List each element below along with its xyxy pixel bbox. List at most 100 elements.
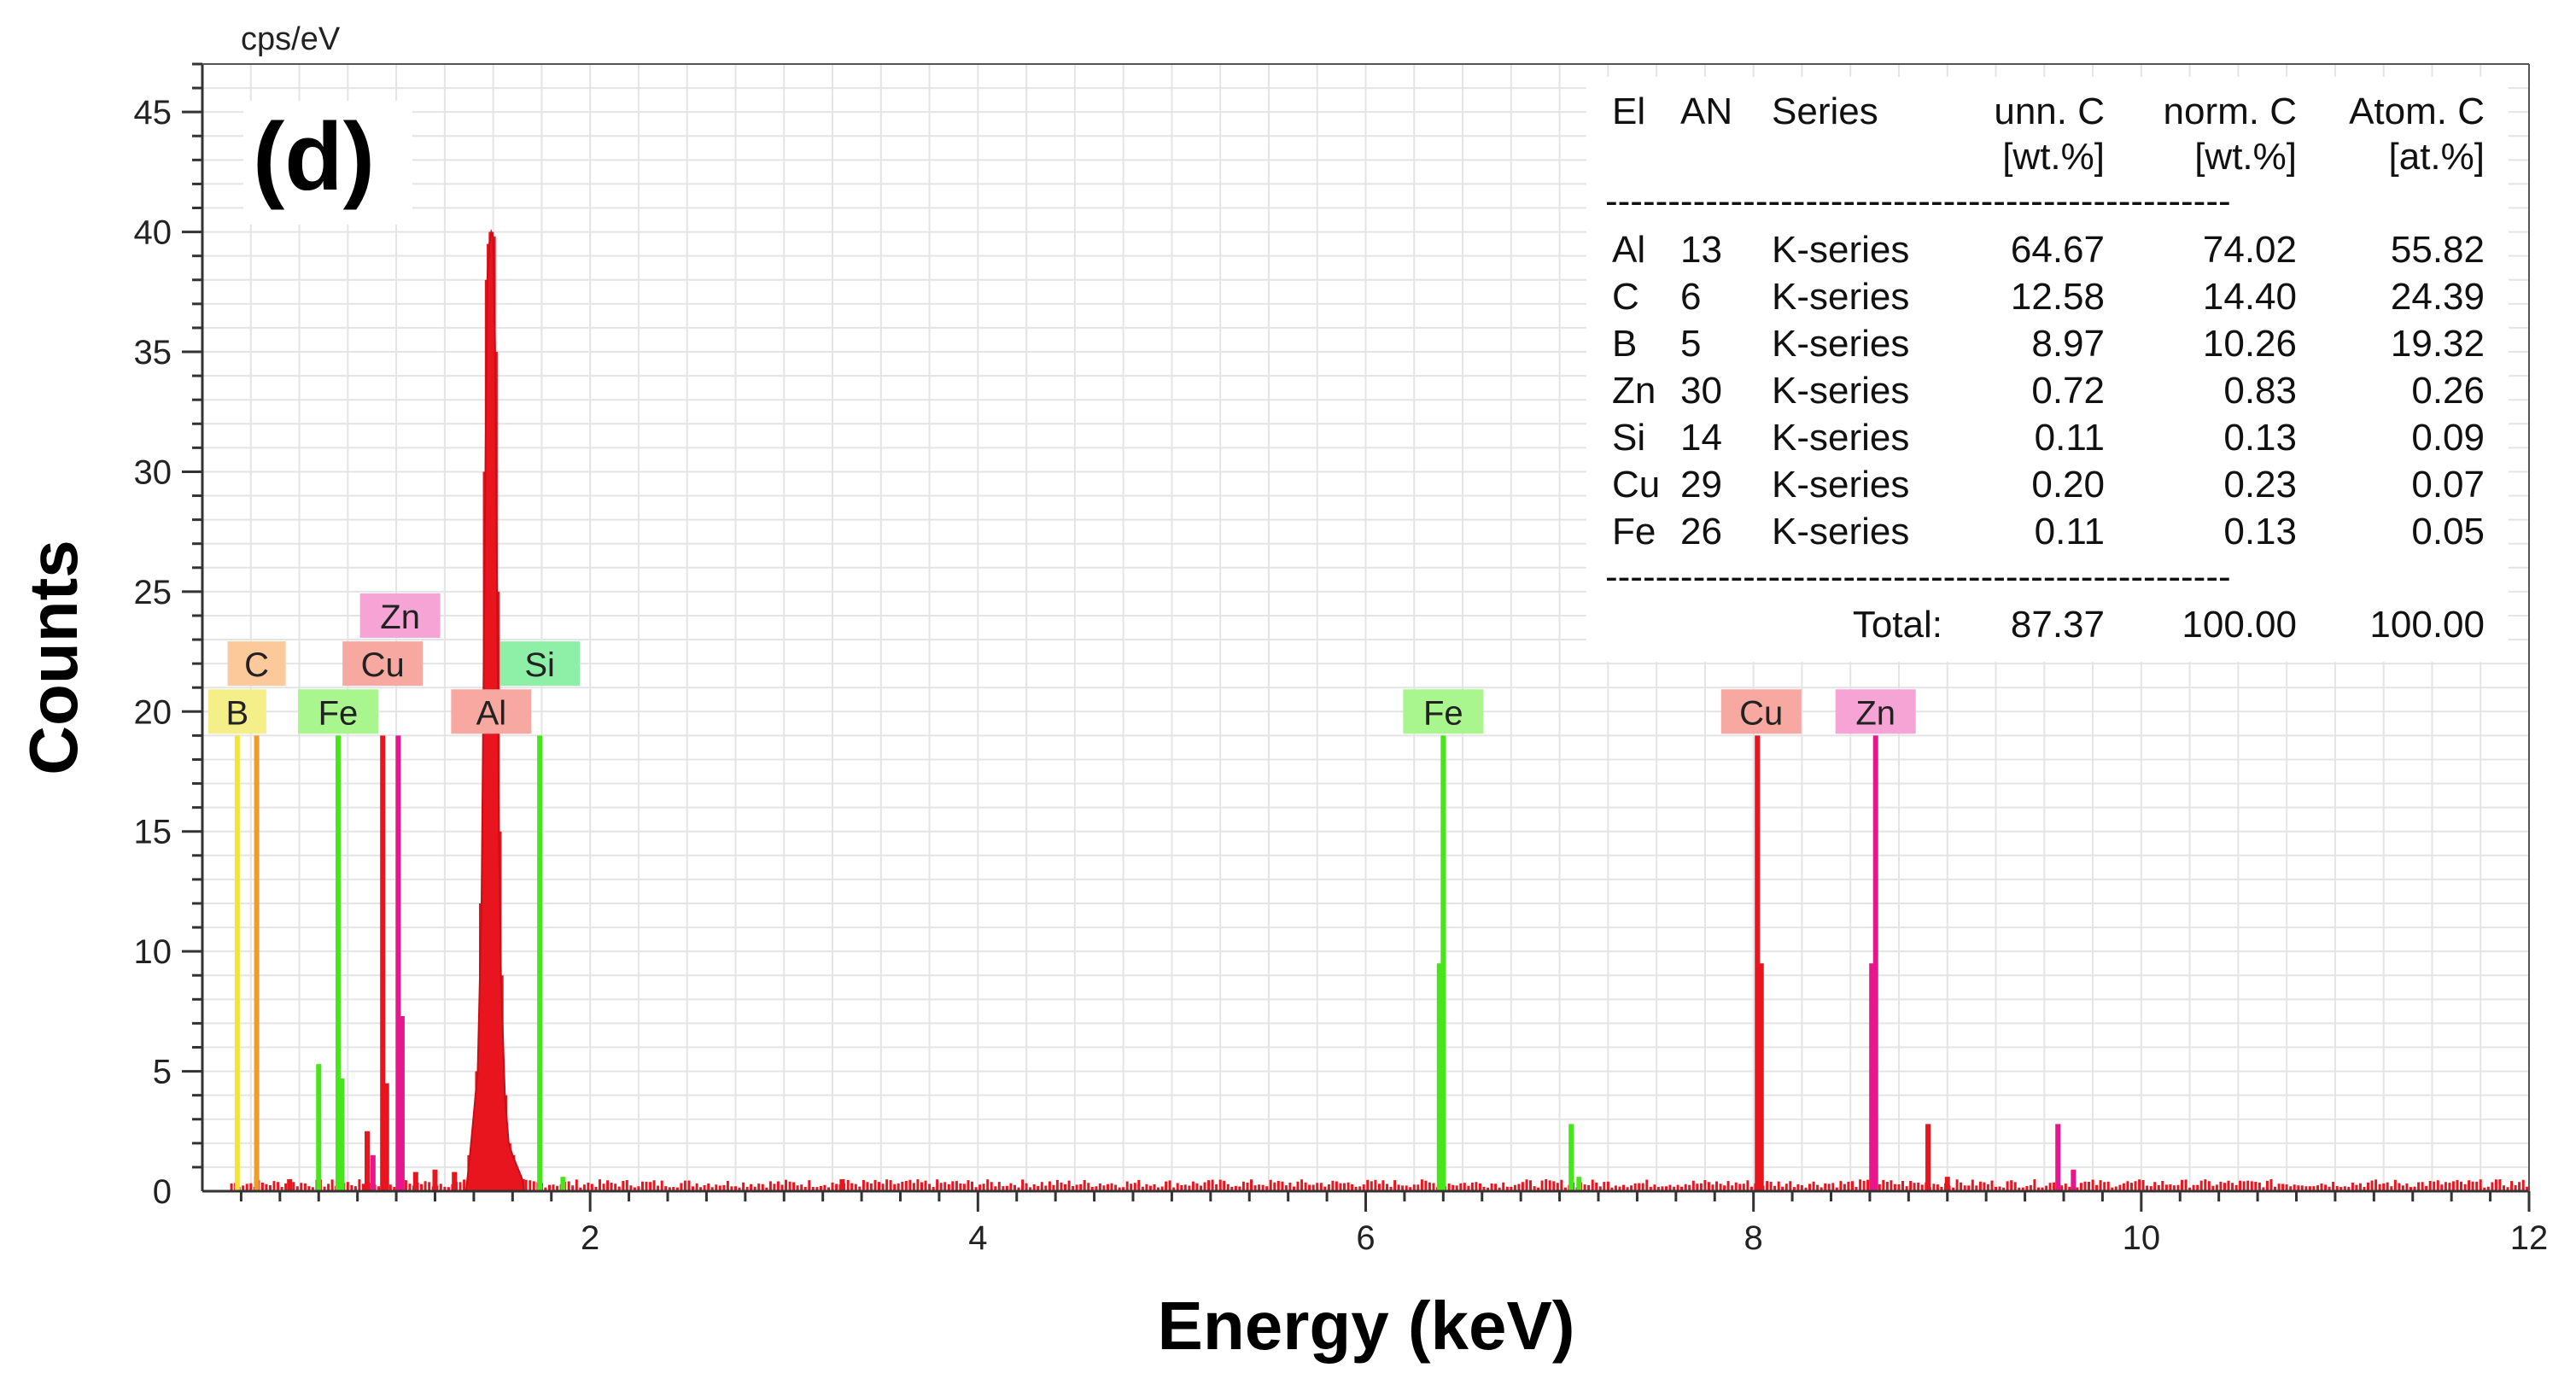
peak-label: Zn <box>359 593 441 638</box>
peak-bar <box>452 1172 458 1191</box>
peak-label-text: Cu <box>1739 694 1783 732</box>
table-cell: [wt.%] <box>2002 136 2105 178</box>
table-cell: 0.26 <box>2411 370 2485 412</box>
table-cell: 0.09 <box>2411 417 2485 459</box>
peak-label-text: Zn <box>1855 694 1895 732</box>
peak-bar <box>1568 1124 1574 1191</box>
peak-label-text: C <box>244 646 269 684</box>
peak-bar <box>339 1078 345 1191</box>
table-cell: 13 <box>1680 229 1722 271</box>
table-cell: 24.39 <box>2391 276 2485 318</box>
peak-label-text: Al <box>476 694 507 732</box>
table-cell: 55.82 <box>2391 229 2485 271</box>
table-cell: [at.%] <box>2389 136 2485 178</box>
peak-label-box <box>499 641 581 687</box>
x-tick-label: 10 <box>2123 1219 2161 1257</box>
table-separator: ----------------------------------------… <box>1605 180 2231 222</box>
y-tick-label: 10 <box>134 933 172 971</box>
y-tick-label: 45 <box>134 94 172 132</box>
peak-label-box <box>227 641 286 687</box>
table-cell: Zn <box>1612 370 1656 412</box>
table-cell: 26 <box>1680 511 1722 552</box>
peak-label-text: Fe <box>318 694 359 732</box>
peak-label: Si <box>499 641 581 687</box>
table-cell: 0.13 <box>2223 417 2297 459</box>
table-cell: [wt.%] <box>2194 136 2297 178</box>
peak-bar <box>370 1154 376 1191</box>
table-cell: 14.40 <box>2203 276 2297 318</box>
peak-bar <box>234 735 240 1191</box>
y-tick-label: 20 <box>134 693 172 731</box>
table-total-label: Total: <box>1853 604 1942 646</box>
table-cell: El <box>1612 91 1645 132</box>
table-cell: 64.67 <box>2011 229 2105 271</box>
peak-bar <box>537 735 543 1191</box>
table-cell: B <box>1612 323 1637 365</box>
table-cell: K-series <box>1772 370 1909 412</box>
table-cell: Si <box>1612 417 1645 459</box>
peak-bar <box>1869 963 1875 1191</box>
peak-label-box <box>207 689 266 734</box>
x-tick-label: 6 <box>1356 1219 1375 1257</box>
peak-bar <box>839 1178 845 1191</box>
y-tick-label: 15 <box>134 814 172 851</box>
peak-label: Cu <box>1720 689 1802 734</box>
table-row: B 5 K-series 8.97 10.26 19.32 <box>1612 323 2485 365</box>
peak-label: C <box>227 641 286 687</box>
peak-bar <box>560 1177 566 1191</box>
table-cell: C <box>1612 276 1639 318</box>
table-cell: 0.11 <box>2035 417 2105 459</box>
peak-label: Fe <box>1403 689 1484 734</box>
table-cell: 0.13 <box>2223 511 2297 552</box>
peak-bar <box>316 1064 322 1191</box>
table-cell: Atom. C <box>2349 91 2485 132</box>
table-cell: K-series <box>1772 417 1909 459</box>
table-row: Fe 26 K-series 0.11 0.13 0.05 <box>1612 511 2485 552</box>
y-tick-label: 30 <box>134 453 172 491</box>
table-cell: K-series <box>1772 511 1909 552</box>
table-total-value: 100.00 <box>2182 604 2297 646</box>
table-cell: 0.20 <box>2031 464 2105 506</box>
y-tick-label: 25 <box>134 574 172 611</box>
table-cell: 0.05 <box>2411 511 2485 552</box>
x-axis-title: Energy (keV) <box>1157 1288 1574 1364</box>
table-cell: AN <box>1680 91 1732 132</box>
table-row: Cu 29 K-series 0.20 0.23 0.07 <box>1612 464 2485 506</box>
peak-bar <box>399 1015 405 1191</box>
peak-label: Zn <box>1835 689 1916 734</box>
peak-bar <box>1440 735 1446 1191</box>
peak-label: Cu <box>342 641 423 687</box>
table-cell: 0.83 <box>2223 370 2297 412</box>
peak-bar <box>380 735 386 1191</box>
peak-bar <box>287 1178 293 1191</box>
table-row: Zn 30 K-series 0.72 0.83 0.26 <box>1612 370 2485 412</box>
table-cell: K-series <box>1772 276 1909 318</box>
peak-bar <box>395 735 401 1191</box>
peak-label: B <box>207 689 266 734</box>
peak-bar <box>1925 1124 1931 1191</box>
peak-label-box <box>1720 689 1802 734</box>
table-cell: 14 <box>1680 417 1722 459</box>
peak-bar <box>2055 1124 2061 1191</box>
peak-bar <box>254 735 260 1191</box>
x-tick-label: 8 <box>1744 1219 1763 1257</box>
peak-label-text: Cu <box>361 646 405 684</box>
peak-bar <box>1576 1177 1582 1191</box>
peak-label-box <box>451 689 532 734</box>
table-cell: K-series <box>1772 464 1909 506</box>
peak-label-box <box>359 593 441 638</box>
panel-label-box <box>243 101 412 225</box>
peak-label-box <box>297 689 378 734</box>
peak-label-box <box>1403 689 1484 734</box>
table-cell: 0.72 <box>2031 370 2105 412</box>
table-cell: Al <box>1612 229 1645 271</box>
peak-label: Fe <box>297 689 378 734</box>
table-cell: 8.97 <box>2031 323 2105 365</box>
peak-bar <box>1436 963 1442 1191</box>
table-row: Al 13 K-series 64.67 74.02 55.82 <box>1612 229 2485 271</box>
table-cell: 0.07 <box>2411 464 2485 506</box>
y-tick-label: 0 <box>153 1173 172 1211</box>
peak-label-text: Fe <box>1423 694 1463 732</box>
x-tick-label: 12 <box>2510 1219 2549 1257</box>
axis-ticks: 2 4 6 8 10 12 0 5 10 15 20 25 30 35 40 45 <box>134 62 2549 1257</box>
